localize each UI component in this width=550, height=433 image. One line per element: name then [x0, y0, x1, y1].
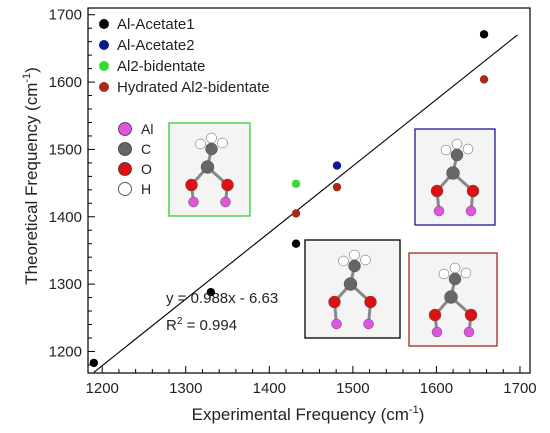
atom-ball [360, 254, 371, 266]
legend-marker [99, 40, 109, 50]
x-tick-label: 1200 [86, 380, 119, 397]
atom-legend-label: H [141, 181, 151, 197]
y-tick-label: 1300 [49, 276, 82, 293]
y-tick-label: 1700 [49, 7, 82, 24]
legend-marker [99, 82, 109, 92]
atom-legend: Al COH [118, 121, 153, 197]
atom-ball [348, 259, 361, 273]
data-point-al-acetate2 [332, 161, 342, 170]
x-tick-label: 1600 [420, 380, 453, 397]
y-tick-label: 1400 [49, 209, 82, 226]
atom-ball [331, 318, 342, 330]
atom-ball [451, 138, 463, 150]
fit-line-layer [93, 34, 518, 373]
atom-ball [428, 308, 442, 322]
y-axis-label-end: ) [22, 67, 41, 73]
y-tick-label: 1200 [49, 343, 82, 360]
atom-ball [328, 295, 341, 309]
r-squared-value: = 0.994 [182, 317, 237, 334]
inset-3 [304, 239, 401, 339]
data-point-hydrated-al2-bidentate [291, 209, 301, 218]
inset-4 [408, 252, 498, 347]
atom-ball [364, 295, 377, 309]
r-squared-label: R [166, 317, 177, 334]
structure-insets [168, 122, 498, 347]
atom-ball [221, 178, 234, 192]
data-point-al-acetate1 [291, 239, 301, 248]
atom-legend-marker [118, 142, 132, 156]
inset-2 [414, 128, 496, 226]
atom-legend-label: O [141, 161, 152, 177]
atom-ball [338, 255, 349, 267]
data-point-hydrated-al2-bidentate [332, 182, 342, 192]
atom-ball [431, 326, 443, 338]
atom-ball [430, 184, 444, 198]
legend-label: Al-Acetate1 [117, 16, 195, 33]
atom-ball [205, 142, 218, 156]
x-tick-label: 1700 [503, 380, 536, 397]
atom-ball [450, 148, 464, 162]
atom-ball [444, 290, 458, 304]
plot-border [87, 7, 531, 374]
y-axis-label: Theoretical Frequency (cm-1) [21, 67, 41, 285]
x-axis-label-sup: -1 [409, 404, 419, 416]
inset-1 [168, 122, 251, 217]
x-tick-label: 1400 [253, 380, 286, 397]
x-axis-label: Experimental Frequency (cm-1) [192, 404, 425, 424]
atom-ball [185, 178, 198, 192]
atom-ball [460, 267, 472, 279]
atom-ball [438, 268, 450, 280]
atom-ball [449, 262, 461, 274]
legend-label: Al2-bidentate [117, 58, 205, 75]
y-tick-label: 1500 [49, 141, 82, 158]
data-point-al-acetate1 [479, 30, 489, 39]
atom-ball [448, 272, 462, 286]
atom-ball [446, 166, 460, 180]
atom-ball [363, 318, 374, 330]
y-tick-label: 1600 [49, 74, 82, 91]
x-tick-label: 1500 [336, 380, 369, 397]
atom-ball [465, 205, 477, 217]
atom-ball [463, 326, 475, 338]
atom-ball [343, 277, 358, 291]
atom-ball [462, 143, 474, 155]
atom-ball [464, 308, 478, 322]
r-squared: R2 = 0.994 [166, 316, 237, 334]
atom-ball [466, 184, 480, 198]
plot-area [87, 7, 531, 374]
fit-equation: y = 0.988x - 6.63 [166, 290, 278, 307]
atom-ball [433, 205, 445, 217]
x-axis-label-main: Experimental Frequency (cm [192, 405, 409, 424]
series-legend: Al-Acetate1 Al-Acetate2 Al2-bidentate Hydra… [99, 16, 270, 96]
data-point-hydrated-al2-bidentate [479, 75, 489, 84]
atom-ball [188, 196, 199, 208]
atom-ball [220, 196, 231, 208]
axes: 1200 1300 1400 1500 1600 1700 1200 1300 1400 1500… [49, 7, 537, 397]
x-tick-label: 1300 [169, 380, 202, 397]
atom-legend-marker [118, 162, 132, 176]
atom-legend-marker [118, 122, 132, 136]
atom-legend-marker [118, 182, 132, 196]
y-axis-label-main: Theoretical Frequency (cm [22, 83, 41, 285]
atom-ball [200, 160, 215, 174]
x-axis-label-end: ) [419, 405, 425, 424]
atom-ball [206, 132, 217, 144]
legend-marker [99, 19, 109, 29]
atom-ball [349, 249, 360, 261]
data-point-al-acetate1 [89, 358, 99, 368]
atom-ball [440, 144, 452, 156]
y-axis-label-sup: -1 [21, 73, 33, 83]
atom-ball [195, 138, 206, 150]
legend-marker [99, 61, 109, 71]
atom-ball [217, 137, 228, 149]
atom-legend-label: Al [141, 121, 153, 137]
data-point-al2-bidentate [291, 179, 301, 188]
fit-line [93, 34, 518, 373]
atom-legend-label: C [141, 141, 151, 157]
data-point-al-acetate1 [206, 287, 216, 297]
legend-label: Al-Acetate2 [117, 37, 195, 54]
r-squared-sup: 2 [177, 316, 183, 327]
legend-label: Hydrated Al2-bidentate [117, 79, 270, 96]
